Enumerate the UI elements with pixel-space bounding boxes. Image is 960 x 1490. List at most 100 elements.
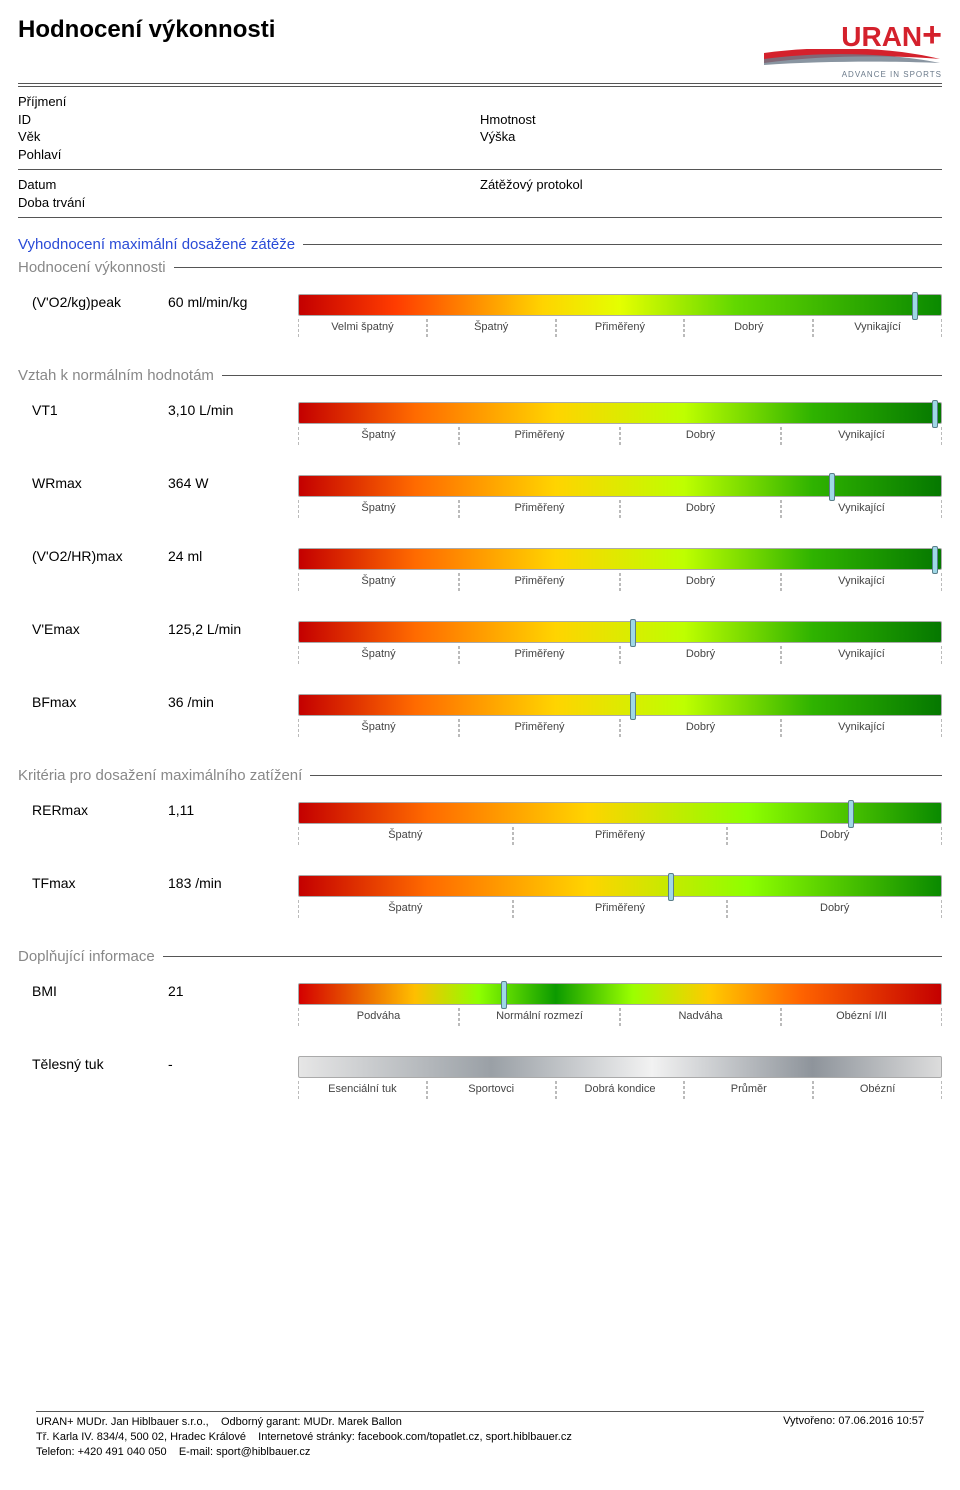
tick-label: Vynikající: [813, 319, 942, 337]
brand-logo: URAN+ ADVANCE IN SPORTS: [762, 12, 942, 79]
tick-label: Přiměřený: [459, 573, 620, 591]
gradient-bar: [298, 294, 942, 316]
tick-label: Přiměřený: [459, 719, 620, 737]
bar-tick-labels: ŠpatnýPřiměřenýDobrýVynikající: [298, 573, 942, 591]
metric-name: RERmax: [18, 802, 168, 818]
metric-name: TFmax: [18, 875, 168, 891]
bar-tick-labels: ŠpatnýPřiměřenýDobrýVynikající: [298, 427, 942, 445]
label-hmotnost: Hmotnost: [480, 111, 942, 129]
bar-tick-labels: ŠpatnýPřiměřenýDobrý: [298, 827, 942, 845]
tick-label: Špatný: [427, 319, 556, 337]
metric-name: (V'O2/kg)peak: [18, 294, 168, 310]
metric-bar-area: ŠpatnýPřiměřenýDobrýVynikající: [298, 475, 942, 518]
gradient-bar: [298, 475, 942, 497]
tick-label: Vynikající: [781, 427, 942, 445]
metric-value: 24 ml: [168, 548, 298, 564]
label-vyska: Výška: [480, 128, 942, 146]
bar-tick-labels: Velmi špatnýŠpatnýPřiměřenýDobrýVynikají…: [298, 319, 942, 337]
label-protokol: Zátěžový protokol: [480, 176, 942, 194]
metric-value: 183 /min: [168, 875, 298, 891]
metric-name: Tělesný tuk: [18, 1056, 168, 1072]
footer-web: Internetové stránky: facebook.com/topatl…: [258, 1431, 572, 1443]
tick-label: Přiměřený: [556, 319, 685, 337]
gradient-bar: [298, 621, 942, 643]
metric-bar-area: ŠpatnýPřiměřenýDobrýVynikající: [298, 402, 942, 445]
metric-name: VT1: [18, 402, 168, 418]
metric-value: 21: [168, 983, 298, 999]
session-info-block: Datum Doba trvání Zátěžový protokol: [18, 174, 942, 213]
metric-bar-area: ŠpatnýPřiměřenýDobrý: [298, 802, 942, 845]
footer-garant: Odborný garant: MUDr. Marek Ballon: [221, 1416, 402, 1428]
metric-row: (V'O2/kg)peak60 ml/min/kgVelmi špatnýŠpa…: [18, 294, 942, 337]
tick-label: Přiměřený: [513, 900, 728, 918]
divider: [18, 217, 942, 218]
metric-row: BMI21PodváhaNormální rozmezíNadváhaObézn…: [18, 983, 942, 1026]
footer-phone: Telefon: +420 491 040 050: [36, 1446, 167, 1458]
logo-subtitle: ADVANCE IN SPORTS: [762, 70, 942, 79]
tick-label: Dobrý: [620, 427, 781, 445]
subsection-heading: Doplňující informace: [18, 948, 942, 965]
bar-marker: [630, 692, 636, 720]
tick-label: Obézní I/II: [781, 1008, 942, 1026]
metric-row: (V'O2/HR)max24 mlŠpatnýPřiměřenýDobrýVyn…: [18, 548, 942, 591]
bar-marker: [501, 981, 507, 1009]
label-id: ID: [18, 111, 480, 129]
tick-label: Sportovci: [427, 1081, 556, 1099]
tick-label: Velmi špatný: [298, 319, 427, 337]
metric-row: WRmax364 WŠpatnýPřiměřenýDobrýVynikající: [18, 475, 942, 518]
gradient-bar: [298, 1056, 942, 1078]
subsection-heading: Kritéria pro dosažení maximálního zatíže…: [18, 767, 942, 784]
bar-marker: [932, 400, 938, 428]
metric-name: BMI: [18, 983, 168, 999]
logo-text: URAN: [841, 21, 922, 52]
metric-value: 60 ml/min/kg: [168, 294, 298, 310]
gradient-bar: [298, 875, 942, 897]
bar-marker: [630, 619, 636, 647]
metric-value: 3,10 L/min: [168, 402, 298, 418]
metric-row: V'Emax125,2 L/minŠpatnýPřiměřenýDobrýVyn…: [18, 621, 942, 664]
tick-label: Dobrá kondice: [556, 1081, 685, 1099]
page-footer: URAN+ MUDr. Jan Hiblbauer s.r.o., Odborn…: [36, 1411, 924, 1460]
gradient-bar: [298, 983, 942, 1005]
footer-address: Tř. Karla IV. 834/4, 500 02, Hradec Král…: [36, 1431, 246, 1443]
tick-label: Vynikající: [781, 500, 942, 518]
label-doba: Doba trvání: [18, 194, 480, 212]
metric-value: 36 /min: [168, 694, 298, 710]
tick-label: Přiměřený: [459, 427, 620, 445]
bar-marker: [912, 292, 918, 320]
bar-tick-labels: PodváhaNormální rozmezíNadváhaObézní I/I…: [298, 1008, 942, 1026]
metric-name: (V'O2/HR)max: [18, 548, 168, 564]
tick-label: Dobrý: [684, 319, 813, 337]
label-prijmeni: Příjmení: [18, 93, 480, 111]
gradient-bar: [298, 402, 942, 424]
tick-label: Špatný: [298, 827, 513, 845]
tick-label: Nadváha: [620, 1008, 781, 1026]
bar-marker: [668, 873, 674, 901]
bar-tick-labels: ŠpatnýPřiměřenýDobrý: [298, 900, 942, 918]
metric-bar-area: ŠpatnýPřiměřenýDobrýVynikající: [298, 548, 942, 591]
bar-tick-labels: ŠpatnýPřiměřenýDobrýVynikající: [298, 719, 942, 737]
footer-email: E-mail: sport@hiblbauer.cz: [179, 1446, 311, 1458]
tick-label: Špatný: [298, 573, 459, 591]
tick-label: Dobrý: [620, 573, 781, 591]
tick-label: Vynikající: [781, 573, 942, 591]
metric-bar-area: Esenciální tukSportovciDobrá kondicePrům…: [298, 1056, 942, 1099]
metric-row: Tělesný tuk-Esenciální tukSportovciDobrá…: [18, 1056, 942, 1099]
bar-tick-labels: ŠpatnýPřiměřenýDobrýVynikající: [298, 500, 942, 518]
tick-label: Přiměřený: [459, 646, 620, 664]
bar-marker: [848, 800, 854, 828]
tick-label: Podváha: [298, 1008, 459, 1026]
gradient-bar: [298, 802, 942, 824]
metric-bar-area: Velmi špatnýŠpatnýPřiměřenýDobrýVynikají…: [298, 294, 942, 337]
label-datum: Datum: [18, 176, 480, 194]
metric-name: BFmax: [18, 694, 168, 710]
tick-label: Vynikající: [781, 646, 942, 664]
metric-value: 125,2 L/min: [168, 621, 298, 637]
logo-swoosh-icon: [762, 49, 942, 67]
bar-tick-labels: ŠpatnýPřiměřenýDobrýVynikající: [298, 646, 942, 664]
metric-bar-area: ŠpatnýPřiměřenýDobrý: [298, 875, 942, 918]
bar-tick-labels: Esenciální tukSportovciDobrá kondicePrům…: [298, 1081, 942, 1099]
label-vek: Věk: [18, 128, 480, 146]
tick-label: Normální rozmezí: [459, 1008, 620, 1026]
divider: [18, 169, 942, 170]
